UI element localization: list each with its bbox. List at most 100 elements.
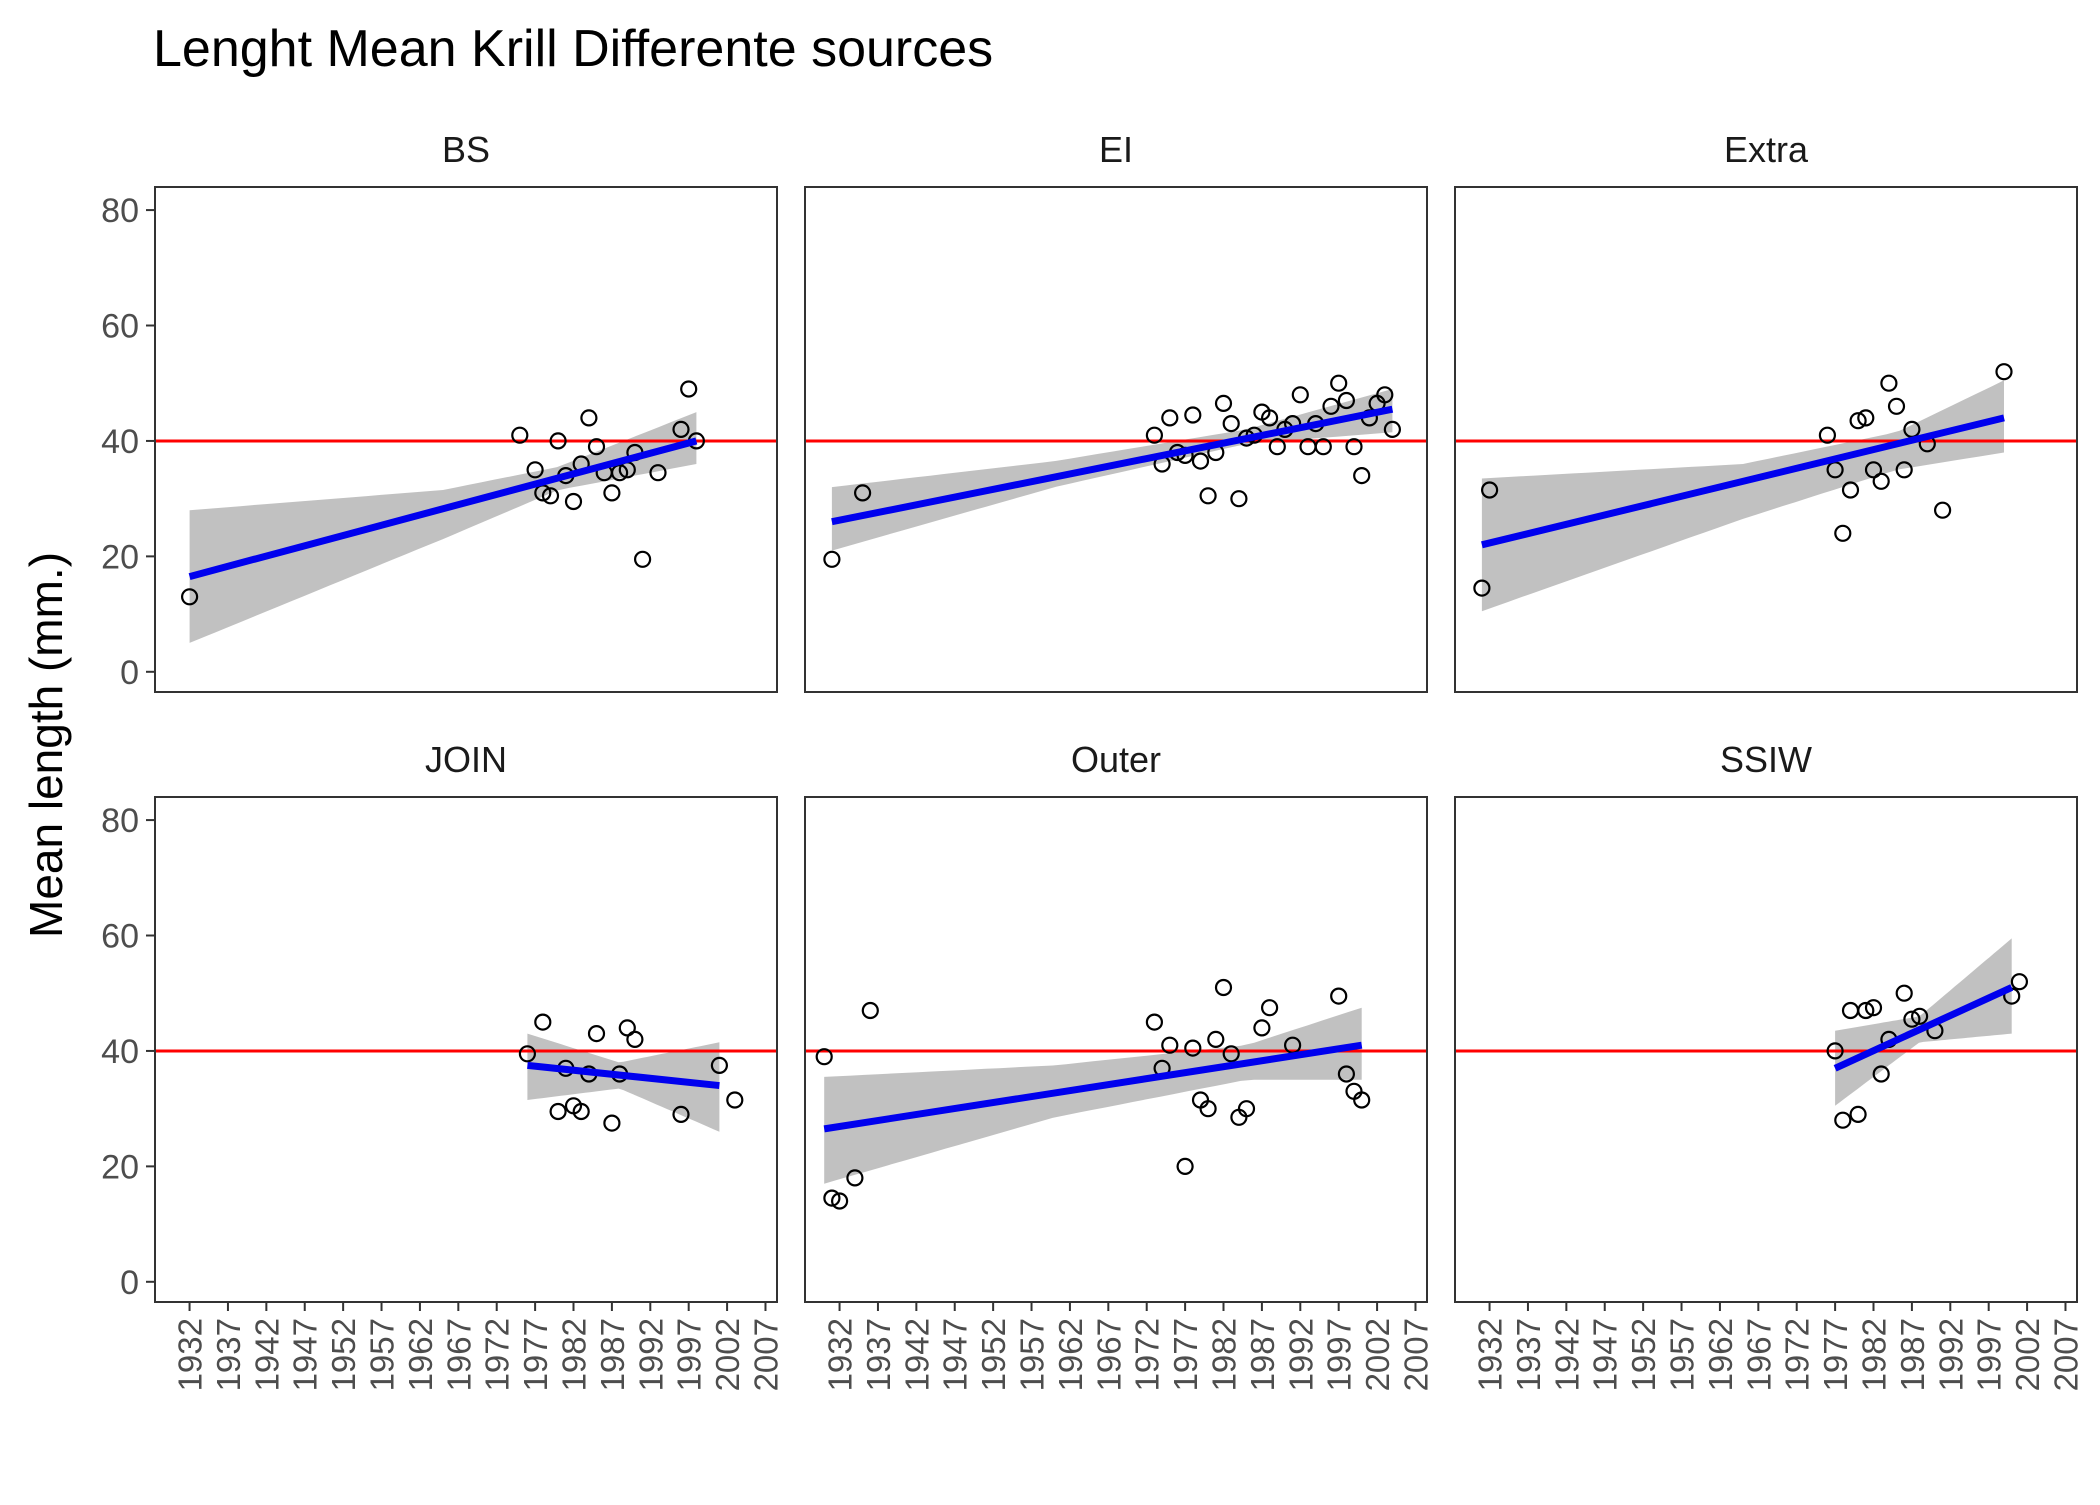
facet-panel-ei: EI	[804, 129, 1428, 693]
data-point	[710, 1056, 729, 1075]
data-point	[1910, 1007, 1929, 1025]
fit-line	[527, 1061, 720, 1090]
data-point	[518, 1045, 537, 1063]
data-point	[1887, 397, 1906, 415]
fit-line	[1833, 984, 2014, 1072]
x-tick-label: 1982	[1206, 1318, 1243, 1391]
data-point	[1176, 1157, 1194, 1176]
x-tick-label: 1982	[556, 1318, 593, 1391]
data-point	[1903, 1010, 1921, 1028]
data-point	[1857, 409, 1875, 427]
data-point	[1237, 1100, 1256, 1118]
data-point	[680, 380, 698, 398]
x-tick-label: 1992	[1932, 1318, 1969, 1391]
data-point	[1260, 999, 1279, 1017]
data-point	[672, 420, 690, 438]
data-point	[1376, 386, 1394, 404]
x-tick-label: 1967	[1090, 1318, 1127, 1391]
data-point	[1849, 1105, 1867, 1124]
data-point	[564, 492, 583, 511]
data-point	[1933, 501, 1952, 519]
x-tick-label: 1982	[1856, 1318, 1893, 1391]
x-tick-label: 1967	[440, 1318, 477, 1391]
fit-line	[823, 1041, 1363, 1133]
data-point	[181, 588, 199, 606]
data-point	[534, 1013, 552, 1031]
y-tick-label: 40	[101, 1033, 139, 1071]
x-tick-label: 2002	[709, 1318, 746, 1391]
facet-strip-label: EI	[1099, 129, 1133, 170]
x-tick-label: 1932	[172, 1318, 209, 1391]
data-point	[1841, 1001, 1860, 1020]
data-point	[1145, 1013, 1164, 1031]
x-tick-label: 1972	[1779, 1318, 1816, 1391]
data-point	[1161, 409, 1179, 427]
data-point	[1345, 438, 1363, 456]
data-point	[1322, 397, 1340, 415]
data-point	[587, 438, 606, 456]
data-point	[823, 1189, 841, 1207]
x-tick-label: 1987	[1244, 1318, 1281, 1391]
x-tick-label: 1997	[671, 1318, 708, 1391]
x-tick-label: 1937	[860, 1318, 897, 1391]
x-tick-label: 1947	[1587, 1318, 1624, 1391]
data-point	[1864, 999, 1883, 1017]
panel-border	[1454, 186, 2078, 693]
x-tick-label: 1957	[1014, 1318, 1051, 1391]
x-tick-label: 2002	[1359, 1318, 1396, 1391]
data-point	[1184, 1039, 1202, 1057]
x-tick-label: 1932	[1472, 1318, 1509, 1391]
panel-border	[804, 186, 1428, 693]
x-tick-label: 1947	[937, 1318, 974, 1391]
x-tick-label: 2007	[748, 1318, 785, 1391]
data-point	[1199, 1100, 1217, 1118]
data-point	[1995, 363, 2013, 381]
data-point	[1214, 394, 1233, 412]
data-point	[626, 1030, 644, 1049]
data-point	[672, 1105, 690, 1124]
x-tick-label: 1962	[1052, 1318, 1089, 1391]
x-tick-label: 1957	[364, 1318, 401, 1391]
panel-border	[1454, 796, 2078, 1303]
x-tick-label: 1972	[1129, 1318, 1166, 1391]
x-tick-label: 1977	[1817, 1318, 1854, 1391]
x-tick-label: 1937	[210, 1318, 247, 1391]
facet-strip-label: Extra	[1724, 129, 1809, 170]
x-tick-label: 1987	[594, 1318, 631, 1391]
data-point	[1145, 426, 1164, 444]
data-point	[1841, 481, 1860, 499]
y-tick-label: 0	[120, 1264, 139, 1302]
x-tick-label: 1942	[898, 1318, 935, 1391]
data-point	[1161, 1036, 1179, 1054]
x-tick-label: 1942	[248, 1318, 285, 1391]
y-tick-label: 60	[101, 308, 139, 346]
x-tick-label: 1962	[402, 1318, 439, 1391]
data-point	[2010, 973, 2029, 991]
fit-line	[831, 405, 1394, 526]
x-tick-label: 1932	[822, 1318, 859, 1391]
facet-strip-label: Outer	[1071, 739, 1161, 780]
x-tick-label: 1992	[1282, 1318, 1319, 1391]
data-point	[1383, 420, 1402, 438]
data-point	[572, 1102, 590, 1121]
x-tick-label: 1952	[325, 1318, 362, 1391]
data-point	[610, 464, 629, 482]
data-point	[1834, 1111, 1852, 1129]
data-point	[1857, 1001, 1875, 1020]
x-tick-label: 1992	[632, 1318, 669, 1391]
confidence-band	[189, 412, 697, 643]
confidence-band	[831, 389, 1393, 551]
y-tick-label: 20	[101, 1148, 139, 1186]
data-point	[1230, 490, 1248, 508]
fit-line	[188, 437, 698, 580]
data-point	[846, 1169, 864, 1187]
x-tick-label: 2007	[2048, 1318, 2085, 1391]
data-point	[541, 487, 560, 505]
data-point	[1314, 438, 1332, 456]
data-point	[1872, 472, 1890, 490]
data-point	[1268, 438, 1286, 456]
y-tick-label: 0	[120, 654, 139, 692]
